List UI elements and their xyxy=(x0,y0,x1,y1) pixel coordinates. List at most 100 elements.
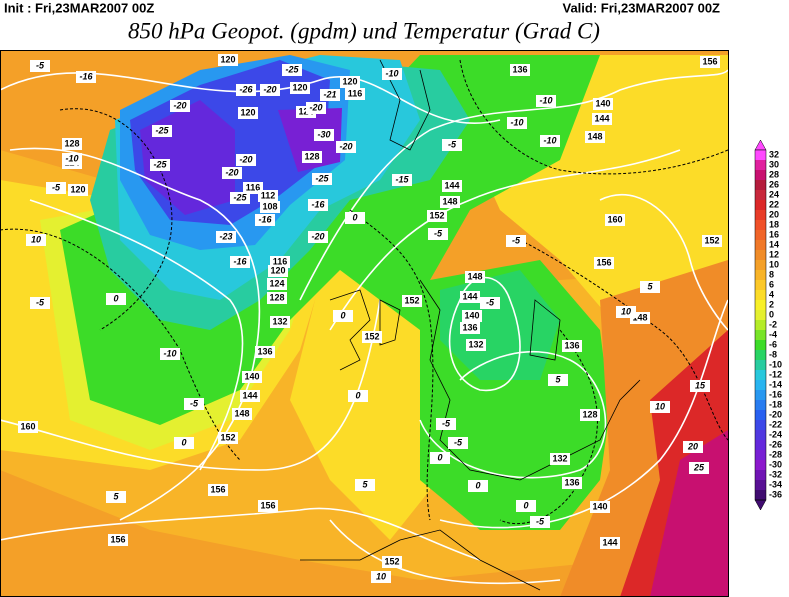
init-time: Init : Fri,23MAR2007 00Z xyxy=(4,0,154,15)
geopotential-label-box xyxy=(590,501,610,513)
geopotential-label-box xyxy=(255,346,275,358)
geopotential-label: 152 xyxy=(704,235,719,245)
colorbar-label: -14 xyxy=(769,379,782,389)
temperature-label: -16 xyxy=(233,256,247,266)
colorbar-label: 12 xyxy=(769,249,779,259)
temperature-label-box xyxy=(371,571,391,583)
geopotential-label: 108 xyxy=(262,201,277,211)
temperature-label: -16 xyxy=(311,199,325,209)
temperature-label-box xyxy=(308,231,328,243)
colorbar-swatch xyxy=(755,380,766,390)
temperature-label: -20 xyxy=(339,141,352,151)
geopotential-label: 144 xyxy=(444,180,459,190)
colorbar-swatch xyxy=(755,400,766,410)
geopotential-label: 124 xyxy=(269,278,284,288)
geopotential-label: 116 xyxy=(273,256,288,266)
colorbar-label: 26 xyxy=(769,179,779,189)
colorbar-label: 18 xyxy=(769,219,779,229)
geopotential-label: 136 xyxy=(564,340,579,350)
geopotential-label: 120 xyxy=(342,76,357,86)
temperature-label: 0 xyxy=(437,452,442,462)
temperature-label: -5 xyxy=(434,228,443,238)
colorbar-label: -22 xyxy=(769,419,782,429)
temperature-label-box xyxy=(448,437,468,449)
colorbar-frame xyxy=(754,149,767,501)
temperature-label-box xyxy=(428,228,448,240)
geopotential-label: 112 xyxy=(261,190,276,200)
colorbar-swatch xyxy=(755,190,766,200)
colorbar-swatch xyxy=(755,470,766,480)
temperature-label-box xyxy=(392,174,412,186)
colorbar-swatch xyxy=(755,160,766,170)
temperature-label: -16 xyxy=(79,71,93,81)
geopotential-label: 136 xyxy=(564,477,579,487)
temperature-label: -10 xyxy=(163,348,176,358)
colorbar-swatch xyxy=(755,230,766,240)
colorbar-label: -36 xyxy=(769,489,782,499)
temperature-label: -5 xyxy=(512,235,521,245)
colorbar-label: 6 xyxy=(769,279,774,289)
contour-labels: 1201201201241281161121081161201241281321… xyxy=(18,54,722,583)
geopotential-label: 148 xyxy=(587,131,602,141)
geopotential-label-box xyxy=(460,291,480,303)
geopotential-label: 152 xyxy=(220,432,235,442)
temperature-label-box xyxy=(216,231,236,243)
geopotential-label: 148 xyxy=(234,408,249,418)
temperature-label: -20 xyxy=(225,167,238,177)
temperature-label: -5 xyxy=(448,139,457,149)
geopotential-label: 132 xyxy=(272,316,287,326)
colorbar-label: -8 xyxy=(769,349,777,359)
temperature-label: -20 xyxy=(173,100,186,110)
geopotential-label: 136 xyxy=(462,322,477,332)
geopotential-label: 128 xyxy=(269,292,284,302)
temperature-label: -5 xyxy=(454,437,463,447)
geopotential-label-box xyxy=(62,138,82,150)
temperature-label-box xyxy=(442,139,462,151)
geopotential-label-box xyxy=(460,322,480,334)
geopotential-label-box xyxy=(442,180,462,192)
geopotential-label-box xyxy=(362,331,382,343)
temperature-label: 15 xyxy=(695,380,706,390)
temperature-label-box xyxy=(689,462,709,474)
colorbar-swatch xyxy=(755,300,766,310)
geopotential-label: 160 xyxy=(607,214,622,224)
temperature-label-box xyxy=(170,100,190,112)
colorbar-label: 20 xyxy=(769,209,779,219)
colorbar-label: -26 xyxy=(769,439,782,449)
geopotential-label: 160 xyxy=(20,421,35,431)
geopotential-label: 120 xyxy=(240,107,255,117)
colorbar-swatch xyxy=(755,310,766,320)
geopotential-label-box xyxy=(238,107,258,119)
geopotential-label: 156 xyxy=(596,257,611,267)
colorbar-swatch xyxy=(755,450,766,460)
temperature-label: -25 xyxy=(155,125,169,135)
temperature-label-box xyxy=(355,479,375,491)
colorbar-swatch xyxy=(755,200,766,210)
temperature-label-box xyxy=(106,293,126,305)
temperature-label-box xyxy=(314,129,334,141)
temperature-label-box xyxy=(308,199,328,211)
geopotential-label-box xyxy=(585,131,605,143)
geopotential-label: 156 xyxy=(210,484,225,494)
geopotential-label-box xyxy=(700,56,720,68)
temperature-label: 0 xyxy=(181,437,186,447)
colorbar-label: 2 xyxy=(769,299,774,309)
temperature-label: 5 xyxy=(647,281,653,291)
colorbar-swatch xyxy=(755,460,766,470)
geopotential-label-box xyxy=(68,184,88,196)
colorbar-label: -12 xyxy=(769,369,782,379)
colorbar-swatch xyxy=(755,180,766,190)
temperature-label: -20 xyxy=(311,231,324,241)
geopotential-label: 140 xyxy=(595,98,610,108)
temperature-label: 25 xyxy=(693,462,705,472)
colorbar-swatch xyxy=(755,330,766,340)
map-field xyxy=(1,51,728,596)
temperature-label-box xyxy=(184,398,204,410)
temperature-label: 0 xyxy=(523,500,528,510)
geopotential-label-box xyxy=(242,371,262,383)
geopotential-label-box xyxy=(208,484,228,496)
geopotential-label-box xyxy=(258,500,278,512)
colorbar-label: -28 xyxy=(769,449,782,459)
colorbar-label: 8 xyxy=(769,269,774,279)
